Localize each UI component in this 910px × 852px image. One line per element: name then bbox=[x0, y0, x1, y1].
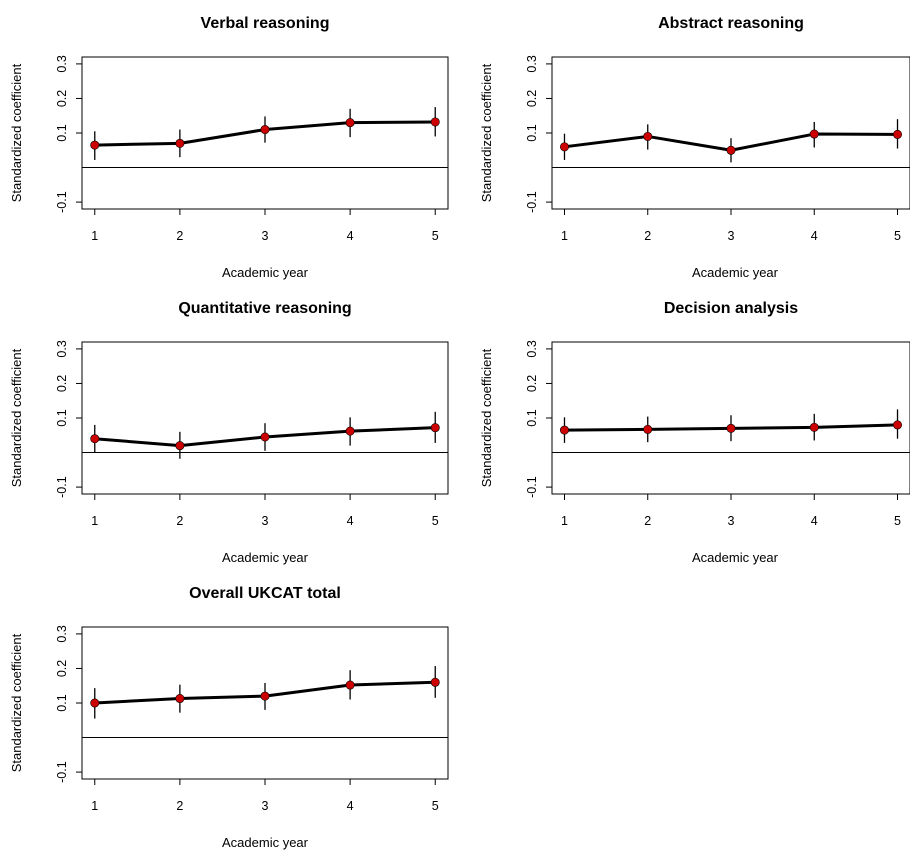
panel-title: Quantitative reasoning bbox=[178, 300, 351, 317]
chart-panel: Verbal reasoning -0.1 0.1 0.2 0.3 1 2 3 4 5 Academ… bbox=[9, 15, 449, 280]
y-tick-label: -0.1 bbox=[55, 761, 69, 783]
plot-frame bbox=[81, 341, 449, 495]
x-tick-label: 1 bbox=[561, 229, 568, 243]
panel-title: Verbal reasoning bbox=[201, 15, 330, 32]
data-point bbox=[90, 140, 100, 150]
x-tick-label: 4 bbox=[811, 229, 818, 243]
x-axis-label: Academic year bbox=[222, 265, 309, 280]
x-tick-label: 2 bbox=[176, 229, 183, 243]
panel-title: Decision analysis bbox=[664, 300, 798, 317]
data-point bbox=[345, 426, 355, 436]
x-tick-label: 4 bbox=[347, 229, 354, 243]
y-axis-label: Standardized coefficient bbox=[9, 63, 24, 202]
y-tick-label: 0.1 bbox=[55, 694, 69, 711]
x-tick-label: 2 bbox=[644, 514, 651, 528]
y-tick-label: 0.1 bbox=[525, 124, 539, 141]
data-point bbox=[809, 129, 819, 139]
x-tick-label: 5 bbox=[894, 514, 901, 528]
data-point bbox=[726, 145, 736, 155]
data-point bbox=[175, 441, 185, 451]
x-axis-label: Academic year bbox=[692, 550, 779, 565]
panel-title: Abstract reasoning bbox=[658, 15, 804, 32]
y-tick-label: 0.1 bbox=[55, 124, 69, 141]
data-point bbox=[175, 138, 185, 148]
x-tick-label: 5 bbox=[432, 514, 439, 528]
x-axis-label: Academic year bbox=[222, 835, 309, 850]
data-point bbox=[260, 125, 270, 135]
data-point bbox=[559, 142, 569, 152]
chart-panel: Overall UKCAT total -0.1 0.1 0.2 0.3 1 2 3 4 5 Aca… bbox=[9, 585, 449, 850]
x-tick-label: 4 bbox=[347, 799, 354, 813]
x-tick-label: 5 bbox=[432, 799, 439, 813]
y-tick-label: 0.2 bbox=[55, 375, 69, 392]
y-tick-label: -0.1 bbox=[55, 191, 69, 213]
data-point bbox=[345, 680, 355, 690]
data-point bbox=[893, 420, 903, 430]
data-point bbox=[430, 423, 440, 433]
data-point bbox=[643, 424, 653, 434]
y-tick-label: 0.3 bbox=[55, 55, 69, 72]
x-tick-label: 3 bbox=[728, 229, 735, 243]
y-tick-label: 0.3 bbox=[525, 340, 539, 357]
data-point bbox=[430, 677, 440, 687]
data-point bbox=[260, 691, 270, 701]
x-tick-label: 1 bbox=[561, 514, 568, 528]
data-point bbox=[893, 129, 903, 139]
y-tick-label: -0.1 bbox=[55, 476, 69, 498]
y-tick-label: 0.3 bbox=[525, 55, 539, 72]
y-tick-label: -0.1 bbox=[525, 476, 539, 498]
data-point bbox=[726, 423, 736, 433]
x-tick-label: 5 bbox=[432, 229, 439, 243]
x-tick-label: 3 bbox=[262, 514, 269, 528]
data-point bbox=[90, 698, 100, 708]
y-tick-label: 0.1 bbox=[525, 409, 539, 426]
x-axis-label: Academic year bbox=[692, 265, 779, 280]
x-tick-label: 1 bbox=[91, 229, 98, 243]
data-point bbox=[559, 425, 569, 435]
x-tick-label: 2 bbox=[176, 514, 183, 528]
y-tick-label: 0.1 bbox=[55, 409, 69, 426]
x-tick-label: 3 bbox=[262, 229, 269, 243]
panel-title: Overall UKCAT total bbox=[189, 585, 341, 602]
x-tick-label: 4 bbox=[811, 514, 818, 528]
y-tick-label: 0.3 bbox=[55, 625, 69, 642]
y-axis-label: Standardized coefficient bbox=[479, 63, 494, 202]
data-point bbox=[260, 432, 270, 442]
y-tick-label: 0.3 bbox=[55, 340, 69, 357]
data-point bbox=[430, 117, 440, 127]
x-tick-label: 5 bbox=[894, 229, 901, 243]
y-axis-label: Standardized coefficient bbox=[9, 633, 24, 772]
x-tick-label: 2 bbox=[644, 229, 651, 243]
chart-panel: Quantitative reasoning -0.1 0.1 0.2 0.3 1 2 3 4 5… bbox=[9, 300, 449, 565]
chart-panel: Decision analysis -0.1 0.1 0.2 0.3 1 2 3 4 5 Acade… bbox=[479, 300, 910, 565]
x-tick-label: 1 bbox=[91, 514, 98, 528]
y-tick-label: 0.2 bbox=[55, 90, 69, 107]
y-axis-label: Standardized coefficient bbox=[9, 348, 24, 487]
x-tick-label: 2 bbox=[176, 799, 183, 813]
chart-panel: Abstract reasoning -0.1 0.1 0.2 0.3 1 2 3 4 5 Acad… bbox=[479, 15, 910, 280]
y-tick-label: 0.2 bbox=[525, 90, 539, 107]
y-tick-label: 0.2 bbox=[525, 375, 539, 392]
y-tick-label: -0.1 bbox=[525, 191, 539, 213]
x-tick-label: 3 bbox=[262, 799, 269, 813]
data-point bbox=[643, 131, 653, 141]
data-point bbox=[809, 422, 819, 432]
y-axis-label: Standardized coefficient bbox=[479, 348, 494, 487]
x-tick-label: 1 bbox=[91, 799, 98, 813]
x-tick-label: 4 bbox=[347, 514, 354, 528]
y-tick-label: 0.2 bbox=[55, 660, 69, 677]
data-point bbox=[90, 434, 100, 444]
x-tick-label: 3 bbox=[728, 514, 735, 528]
data-point bbox=[345, 118, 355, 128]
data-point bbox=[175, 694, 185, 704]
x-axis-label: Academic year bbox=[222, 550, 309, 565]
